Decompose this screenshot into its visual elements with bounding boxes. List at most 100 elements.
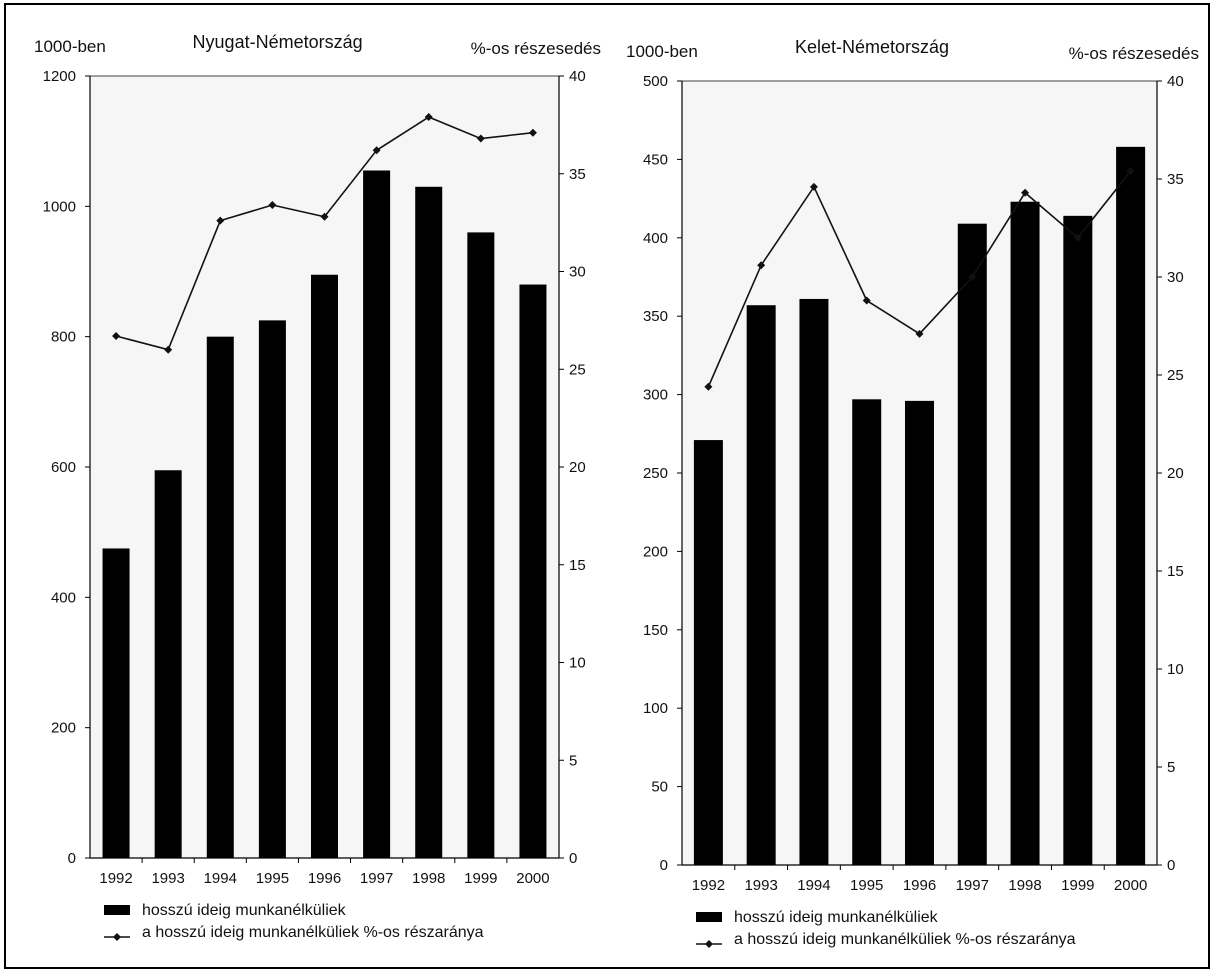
bar-1998	[415, 186, 443, 859]
share-point-1993	[757, 261, 766, 270]
right-tick-label: 30	[1167, 269, 1184, 286]
share-point-1992	[704, 382, 713, 391]
left-tick-label: 300	[643, 387, 668, 404]
chart-panel-1: 1000-ben Nyugat-Németország %-os részesedé…	[34, 32, 601, 941]
bar-1992	[102, 548, 130, 858]
bar-1993	[746, 305, 776, 865]
right-tick-label: 5	[569, 752, 577, 769]
left-tick-label: 1000	[43, 198, 76, 215]
x-tick-label: 1997	[956, 877, 989, 894]
left-tick-label: 0	[68, 850, 76, 867]
bar-1995	[852, 399, 882, 865]
left-tick-label: 200	[51, 720, 76, 737]
x-tick-label: 2000	[516, 870, 549, 887]
right-tick-label: 20	[1167, 465, 1184, 482]
x-tick-label: 1994	[204, 870, 237, 887]
charts-canvas: 1000-ben Nyugat-Németország %-os részesedé…	[34, 32, 1199, 948]
bar-1996	[905, 400, 934, 865]
right-tick-label: 35	[569, 166, 586, 183]
bar-1994	[206, 336, 234, 859]
right-tick-label: 15	[1167, 563, 1184, 580]
left-tick-label: 1200	[43, 68, 76, 85]
left-tick-label: 500	[643, 73, 668, 90]
share-point-1996	[320, 212, 329, 221]
chart-title: Kelet-Németország	[795, 37, 949, 57]
x-tick-label: 1993	[744, 877, 777, 894]
bar-1998	[1010, 201, 1040, 866]
legend-line-label: a hosszú ideig munkanélküliek %-os résza…	[142, 924, 484, 941]
share-point-1996	[915, 329, 924, 338]
legend-line-label: a hosszú ideig munkanélküliek %-os résza…	[734, 931, 1076, 948]
left-tick-label: 150	[643, 622, 668, 639]
left-tick-label: 600	[51, 459, 76, 476]
x-tick-label: 1998	[412, 870, 445, 887]
right-tick-label: 25	[1167, 367, 1184, 384]
x-tick-label: 1994	[797, 877, 830, 894]
left-tick-label: 250	[643, 465, 668, 482]
left-tick-label: 350	[643, 308, 668, 325]
left-tick-label: 100	[643, 700, 668, 717]
share-point-1995	[862, 296, 871, 305]
legend-line-marker	[705, 940, 713, 948]
x-tick-label: 1995	[256, 870, 289, 887]
x-tick-label: 1998	[1008, 877, 1041, 894]
legend-bar-label: hosszú ideig munkanélküliek	[734, 909, 939, 926]
bar-2000	[519, 284, 547, 858]
x-tick-label: 1995	[850, 877, 883, 894]
x-tick-label: 1996	[903, 877, 936, 894]
share-point-1997	[968, 273, 977, 281]
right-tick-label: 25	[569, 361, 586, 378]
left-tick-label: 0	[660, 857, 668, 874]
share-point-1999	[1073, 233, 1082, 242]
right-tick-label: 15	[569, 557, 586, 574]
right-tick-label: 40	[569, 68, 586, 85]
right-axis-unit-label: %-os részesedés	[471, 39, 601, 58]
right-tick-label: 10	[569, 655, 586, 672]
share-point-2000	[528, 128, 537, 137]
x-tick-label: 1999	[464, 870, 497, 887]
bar-1993	[154, 470, 182, 858]
right-tick-label: 30	[569, 264, 586, 281]
left-axis-unit-label: 1000-ben	[34, 37, 106, 56]
share-point-1998	[424, 113, 433, 122]
right-tick-label: 5	[1167, 759, 1175, 776]
legend-bar-swatch	[104, 905, 130, 915]
bar-1999	[1063, 215, 1093, 865]
share-point-2000	[1126, 167, 1135, 176]
bar-1992	[693, 440, 723, 865]
right-tick-label: 35	[1167, 171, 1184, 188]
right-tick-label: 20	[569, 459, 586, 476]
bar-1997	[957, 223, 987, 866]
bar-1994	[799, 298, 829, 865]
left-tick-label: 450	[643, 151, 668, 168]
left-tick-label: 800	[51, 329, 76, 346]
left-tick-label: 50	[651, 779, 668, 796]
share-point-1994	[809, 182, 818, 191]
share-point-1992	[112, 332, 121, 341]
share-point-1993	[164, 345, 173, 354]
right-tick-label: 10	[1167, 661, 1184, 678]
legend-line-marker	[113, 933, 121, 941]
right-tick-label: 40	[1167, 73, 1184, 90]
left-tick-label: 400	[643, 230, 668, 247]
figure-frame: 1000-ben Nyugat-Németország %-os részesedé…	[4, 3, 1210, 969]
share-point-1999	[476, 134, 485, 143]
chart-panel-2: 1000-ben Kelet-Németország %-os részesedés…	[626, 37, 1199, 948]
share-point-1997	[372, 146, 381, 155]
share-point-1995	[268, 201, 277, 210]
share-point-1998	[1021, 188, 1030, 197]
x-tick-label: 2000	[1114, 877, 1147, 894]
left-axis-unit-label: 1000-ben	[626, 42, 698, 61]
bar-1997	[363, 170, 391, 858]
bar-1999	[467, 232, 495, 858]
right-tick-label: 0	[569, 850, 577, 867]
legend-bar-swatch	[696, 912, 722, 922]
x-tick-label: 1992	[692, 877, 725, 894]
right-axis-unit-label: %-os részesedés	[1069, 44, 1199, 63]
right-tick-label: 0	[1167, 857, 1175, 874]
legend-bar-label: hosszú ideig munkanélküliek	[142, 902, 347, 919]
bar-1995	[258, 320, 286, 858]
share-point-1994	[216, 216, 225, 225]
bar-1996	[311, 274, 338, 859]
left-tick-label: 400	[51, 589, 76, 606]
